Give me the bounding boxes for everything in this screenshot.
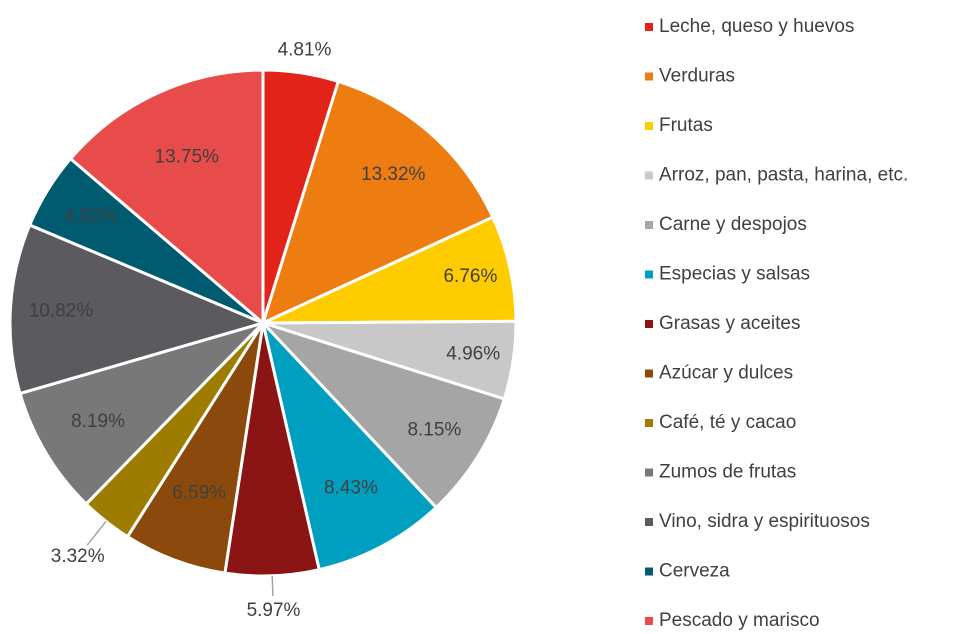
legend-marker [645,617,653,625]
legend-label: Zumos de frutas [659,462,796,483]
pie-slice [18,319,269,507]
legend-label: Especias y salsas [659,264,810,285]
legend-label: Leche, queso y huevos [659,16,854,37]
legend-marker [645,518,653,526]
data-label: 13.75% [155,147,220,168]
data-label: 10.82% [29,300,94,321]
pie-slice [8,223,268,396]
legend-label: Carne y despojos [659,214,807,235]
legend-label: Café, té y cacao [659,412,796,433]
legend-label: Pescado y marisco [659,610,820,631]
pie-slice [257,319,507,510]
data-label: 8.43% [324,477,378,498]
legend-marker [645,468,653,477]
data-label: 13.32% [361,164,426,185]
legend-marker [645,270,653,279]
leader-line [271,575,274,597]
legend-label: Vino, sidra y espirituosos [659,511,870,532]
data-label: 6.76% [443,266,497,287]
legend-marker [645,171,653,180]
legend-marker [645,122,653,130]
legend-marker [645,72,653,81]
legend-label: Arroz, pan, pasta, harina, etc. [659,165,908,186]
legend-label: Azúcar y dulces [659,363,793,384]
legend-marker [645,369,653,378]
leader-line [86,520,107,546]
legend-marker [645,419,653,427]
data-label: 8.15% [407,420,461,441]
data-label: 8.19% [71,411,125,432]
legend-marker [645,567,653,576]
pie-slice [262,215,518,325]
data-label: 6.59% [172,483,226,504]
pie-slice [260,79,495,326]
data-label: 5.97% [247,600,301,621]
legend-label: Grasas y aceites [659,313,801,334]
legend-label: Frutas [659,115,713,136]
legend-label: Cerveza [659,561,730,582]
legend-label: Verduras [659,66,735,87]
data-label: 3.32% [51,546,105,567]
legend-marker [645,320,653,328]
data-label: 4.96% [446,344,500,365]
data-label: 4.92% [64,206,118,227]
data-label: 4.81% [278,39,332,60]
legend-marker [645,23,653,31]
legend-marker [645,221,653,229]
pie-slice [68,68,265,327]
